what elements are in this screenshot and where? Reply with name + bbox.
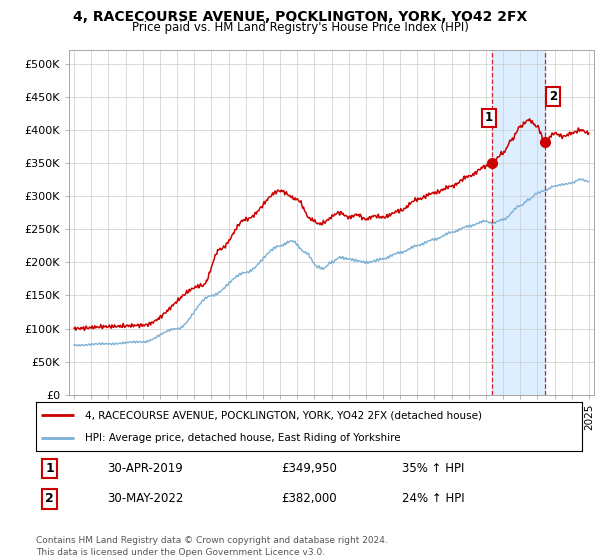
Text: 24% ↑ HPI: 24% ↑ HPI <box>402 492 464 506</box>
Bar <box>491 50 545 395</box>
Text: 35% ↑ HPI: 35% ↑ HPI <box>402 462 464 475</box>
Text: Price paid vs. HM Land Registry's House Price Index (HPI): Price paid vs. HM Land Registry's House … <box>131 21 469 34</box>
Text: £349,950: £349,950 <box>282 462 338 475</box>
Text: 1: 1 <box>485 111 493 124</box>
Text: 4, RACECOURSE AVENUE, POCKLINGTON, YORK, YO42 2FX (detached house): 4, RACECOURSE AVENUE, POCKLINGTON, YORK,… <box>85 410 482 421</box>
Text: 2: 2 <box>45 492 54 506</box>
Text: 2: 2 <box>549 90 557 103</box>
Text: 4, RACECOURSE AVENUE, POCKLINGTON, YORK, YO42 2FX: 4, RACECOURSE AVENUE, POCKLINGTON, YORK,… <box>73 10 527 24</box>
Text: 30-APR-2019: 30-APR-2019 <box>107 462 183 475</box>
Text: Contains HM Land Registry data © Crown copyright and database right 2024.
This d: Contains HM Land Registry data © Crown c… <box>36 536 388 557</box>
Text: 1: 1 <box>45 462 54 475</box>
Text: £382,000: £382,000 <box>282 492 337 506</box>
Text: 30-MAY-2022: 30-MAY-2022 <box>107 492 184 506</box>
Text: HPI: Average price, detached house, East Riding of Yorkshire: HPI: Average price, detached house, East… <box>85 433 401 444</box>
